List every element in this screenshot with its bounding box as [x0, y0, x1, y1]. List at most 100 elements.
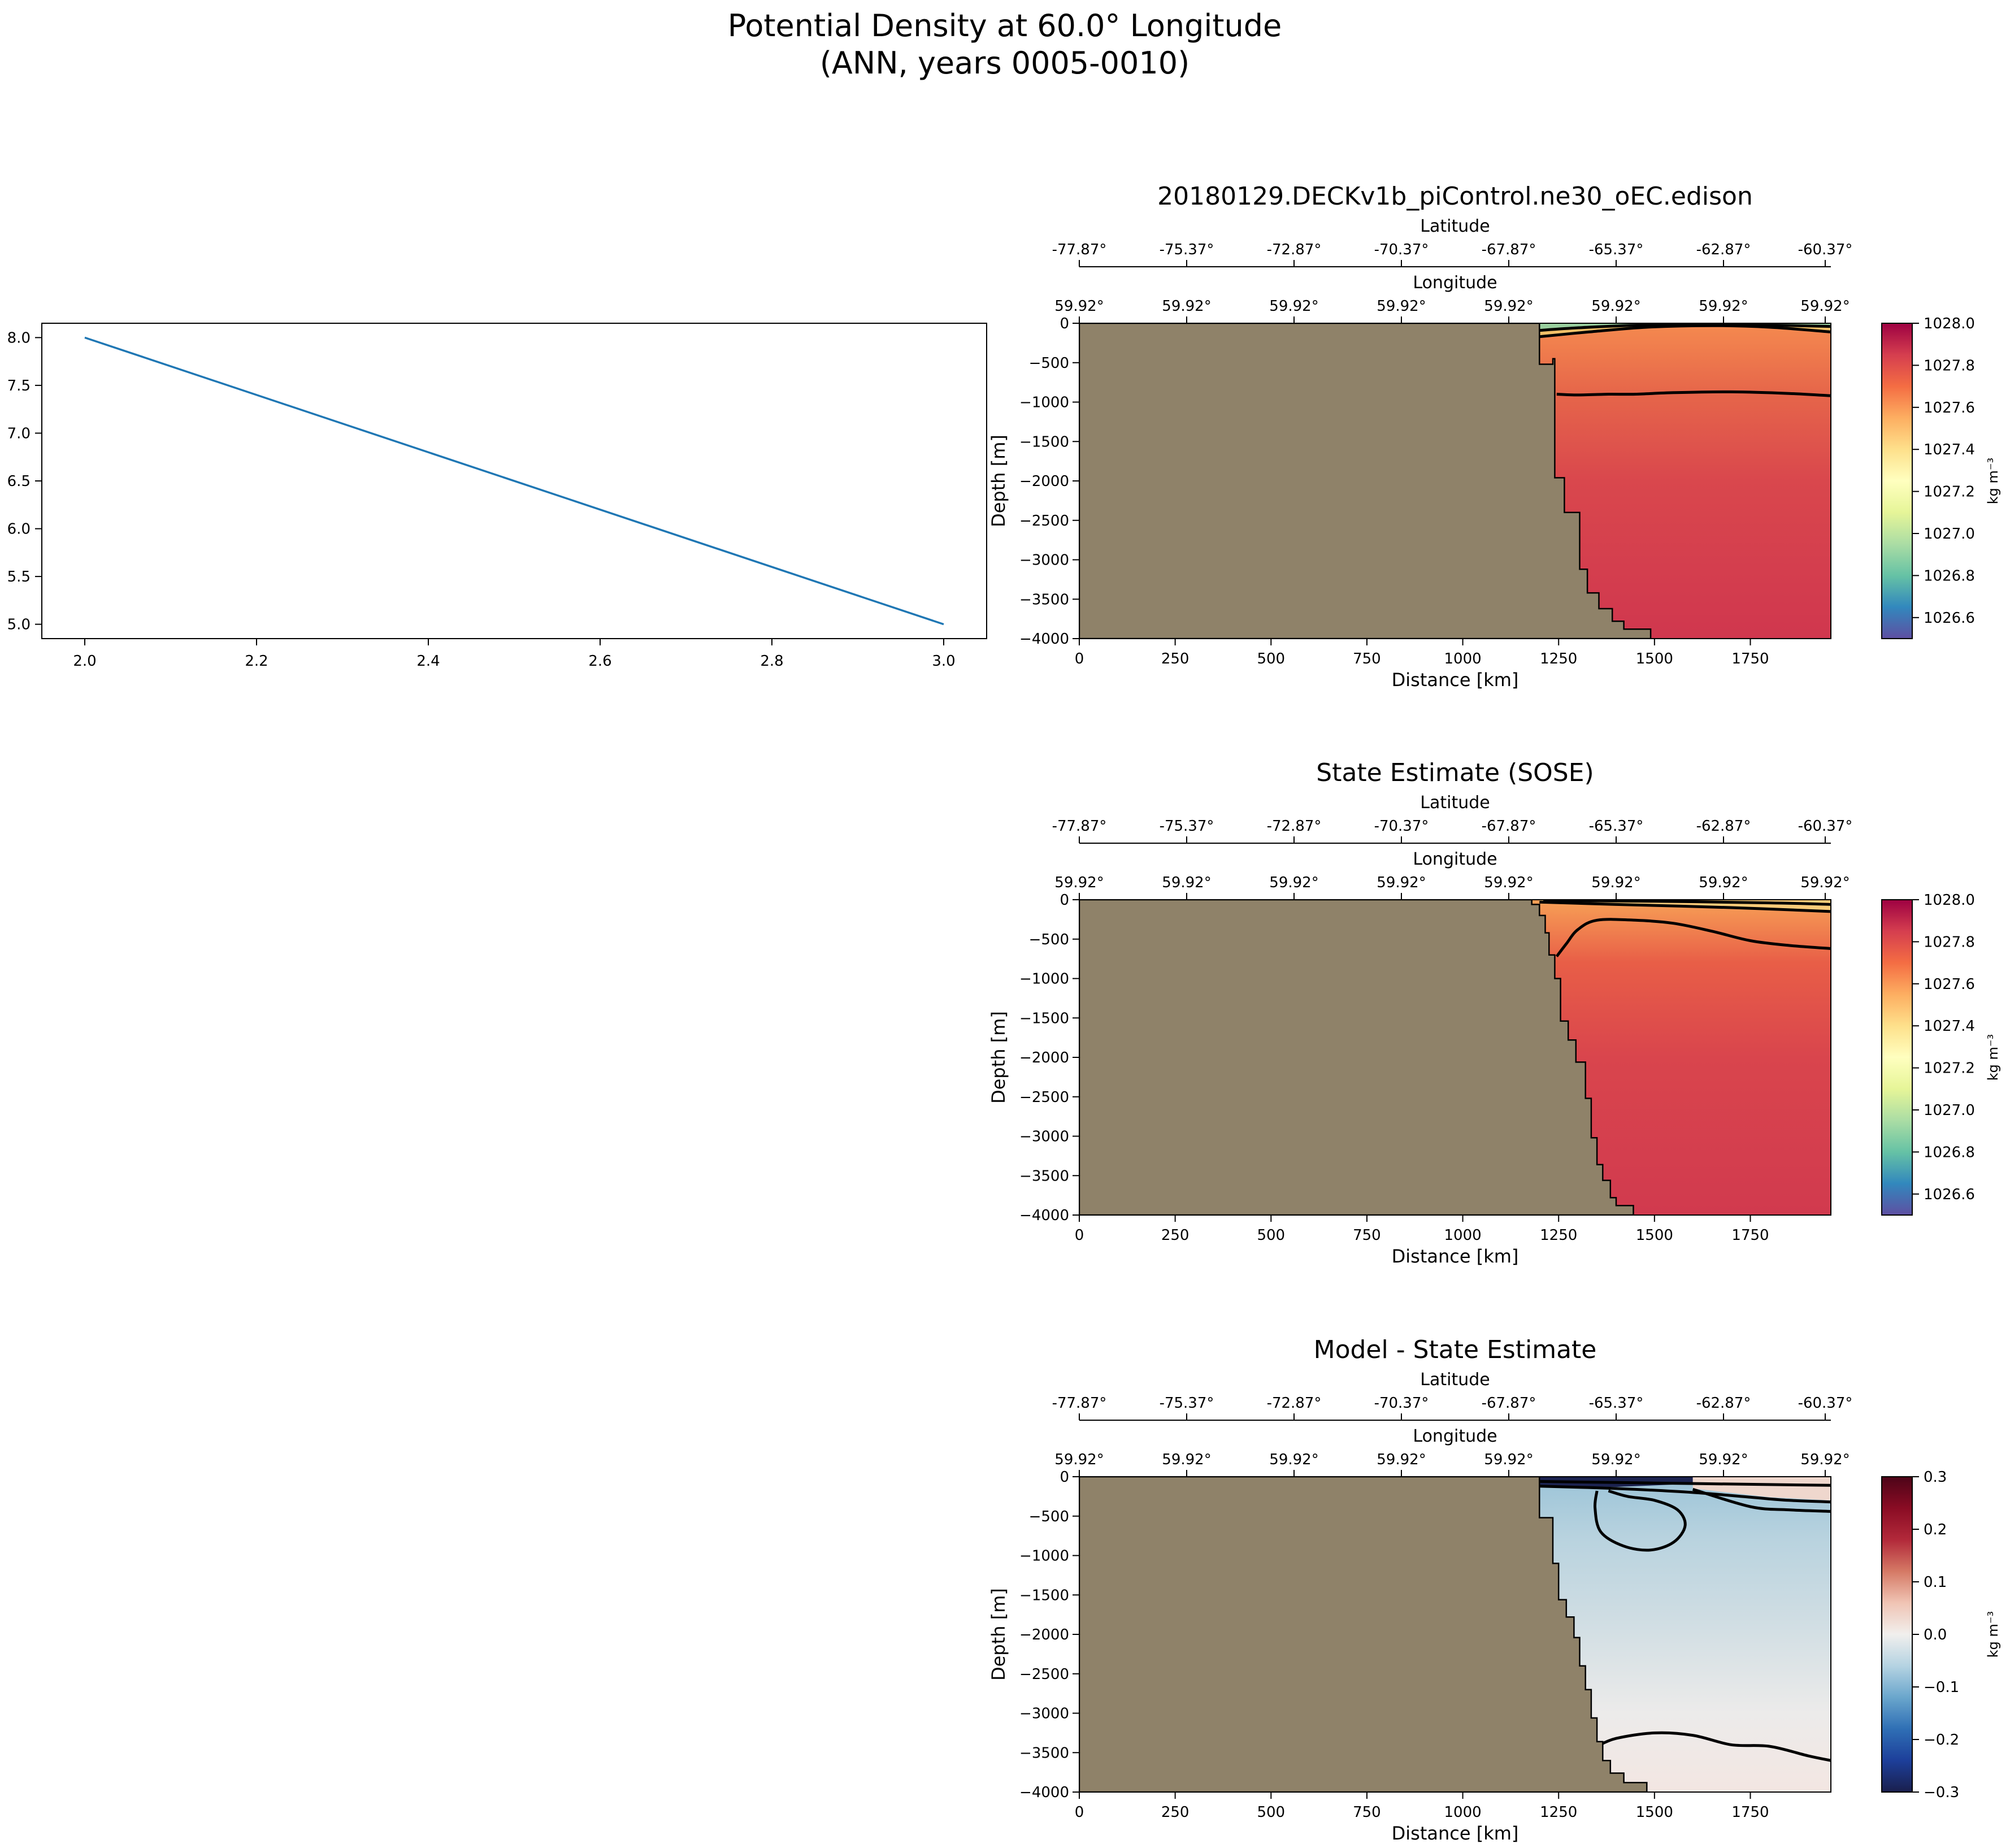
- panel-title: 20180129.DECKv1b_piControl.ne30_oEC.edis…: [1157, 182, 1753, 211]
- longitude-tick-label: 59.92°: [1269, 298, 1318, 315]
- longitude-tick-label: 59.92°: [1800, 1451, 1850, 1468]
- colorbar-tick-label: 1027.8: [1924, 357, 1975, 374]
- x-tick-label: 1750: [1731, 1227, 1769, 1244]
- x-axis-label: Distance [km]: [1392, 669, 1519, 691]
- x-tick-label: 2.0: [73, 653, 96, 670]
- bathymetry-land: [1079, 1477, 1648, 1792]
- y-tick-label: −1500: [1019, 1010, 1069, 1027]
- longitude-tick-label: 59.92°: [1800, 874, 1850, 891]
- latitude-axis-label: Latitude: [1420, 793, 1490, 813]
- colorbar-tick-label: 1027.0: [1924, 526, 1975, 543]
- x-tick-label: 1500: [1636, 1804, 1673, 1821]
- y-tick-label: −500: [1029, 355, 1069, 372]
- y-tick-label: −4000: [1019, 1784, 1069, 1801]
- latitude-tick-label: -60.37°: [1798, 1395, 1853, 1412]
- x-tick-label: 500: [1257, 650, 1285, 667]
- colorbar-tick-label: 0.3: [1924, 1469, 1947, 1486]
- line-x-ticks: 2.0 2.2 2.4 2.6 2.8 3.0: [73, 639, 956, 670]
- colorbar: [1881, 323, 1913, 639]
- y-tick-label: 7.5: [7, 378, 31, 394]
- latitude-tick-label: -72.87°: [1267, 241, 1322, 258]
- x-tick-label: 0: [1075, 650, 1084, 667]
- section-panel-3: Model - State Estimate Latitude -77.87° -75…: [988, 1335, 2001, 1844]
- x-tick-label: 1250: [1540, 1227, 1577, 1244]
- y-tick-label: −2500: [1019, 513, 1069, 530]
- colorbar-tick-label: 1027.2: [1924, 1060, 1975, 1077]
- section-panel-1: 20180129.DECKv1b_piControl.ne30_oEC.edis…: [988, 182, 2001, 691]
- density-contour: [1593, 1489, 1687, 1552]
- colorbar-tick-label: 1026.6: [1924, 610, 1975, 627]
- colorbar-tick-label: 1028.0: [1924, 892, 1975, 909]
- y-tick-label: −4000: [1019, 631, 1069, 648]
- y-tick-label: 0: [1060, 892, 1069, 909]
- figure-subtitle: (ANN, years 0005-0010): [820, 45, 1189, 81]
- latitude-tick-label: -72.87°: [1267, 818, 1322, 835]
- section-panels: 20180129.DECKv1b_piControl.ne30_oEC.edis…: [988, 182, 2001, 1844]
- x-tick-label: 750: [1353, 1804, 1381, 1821]
- colorbar-tick-label: −0.3: [1924, 1784, 1959, 1801]
- x-tick-label: 1000: [1444, 1227, 1481, 1244]
- density-contour: [1539, 900, 1831, 913]
- density-contour: [1539, 324, 1831, 339]
- colorbar: [1881, 899, 1913, 1216]
- longitude-tick-label: 59.92°: [1269, 1451, 1318, 1468]
- y-tick-label: 0: [1060, 315, 1069, 332]
- x-tick-label: 1750: [1731, 650, 1769, 667]
- density-contour: [1692, 1487, 1831, 1513]
- latitude-tick-label: -65.37°: [1589, 818, 1644, 835]
- y-tick-label: 0: [1060, 1469, 1069, 1486]
- latitude-tick-label: -62.87°: [1696, 1395, 1751, 1412]
- y-tick-label: −1000: [1019, 1548, 1069, 1565]
- latitude-tick-label: -60.37°: [1798, 818, 1853, 835]
- longitude-tick-label: 59.92°: [1162, 1451, 1211, 1468]
- x-tick-label: 0: [1075, 1227, 1084, 1244]
- x-tick-label: 2.8: [760, 653, 783, 670]
- colorbar-tick-label: −0.1: [1924, 1679, 1959, 1696]
- x-tick-label: 3.0: [932, 653, 955, 670]
- x-tick-label: 1250: [1540, 1804, 1577, 1821]
- y-tick-label: −3500: [1019, 591, 1069, 608]
- y-tick-label: 5.5: [7, 569, 31, 585]
- latitude-axis-label: Latitude: [1420, 1370, 1490, 1390]
- y-axis-label: Depth [m]: [988, 1011, 1009, 1104]
- latitude-tick-label: -65.37°: [1589, 241, 1644, 258]
- y-tick-label: −2500: [1019, 1089, 1069, 1106]
- longitude-tick-label: 59.92°: [1269, 874, 1318, 891]
- y-tick-label: −2000: [1019, 1049, 1069, 1066]
- x-tick-label: 1000: [1444, 1804, 1481, 1821]
- latitude-tick-label: -75.37°: [1160, 1395, 1214, 1412]
- longitude-tick-label: 59.92°: [1699, 298, 1748, 315]
- x-tick-label: 1750: [1731, 1804, 1769, 1821]
- colorbar-tick-label: 1027.6: [1924, 976, 1975, 993]
- density-contour: [1556, 390, 1831, 397]
- bathymetry-land: [1079, 323, 1652, 639]
- latitude-tick-label: -70.37°: [1374, 241, 1429, 258]
- latitude-tick-label: -77.87°: [1052, 818, 1107, 835]
- y-tick-label: −500: [1029, 931, 1069, 948]
- line-chart-panel: 2.0 2.2 2.4 2.6 2.8 3.0 5.0 5.5 6.0 6.5 7.0 7.5 8.0: [7, 323, 987, 670]
- x-tick-label: 2.2: [245, 653, 268, 670]
- longitude-tick-label: 59.92°: [1054, 1451, 1104, 1468]
- y-axis-label: Depth [m]: [988, 435, 1009, 527]
- y-tick-label: −3000: [1019, 1706, 1069, 1723]
- figure-title: Potential Density at 60.0° Longitude: [728, 8, 1282, 44]
- panel-title: State Estimate (SOSE): [1316, 758, 1594, 787]
- colorbar-tick-label: 0.2: [1924, 1521, 1947, 1538]
- x-tick-label: 250: [1161, 1227, 1189, 1244]
- colorbar-tick-label: 1027.6: [1924, 400, 1975, 417]
- latitude-tick-label: -67.87°: [1482, 1395, 1536, 1412]
- latitude-tick-label: -65.37°: [1589, 1395, 1644, 1412]
- density-contour: [1543, 900, 1831, 906]
- x-tick-label: 2.4: [416, 653, 440, 670]
- colorbar-tick-label: 0.0: [1924, 1626, 1947, 1643]
- latitude-tick-label: -70.37°: [1374, 1395, 1429, 1412]
- latitude-tick-label: -77.87°: [1052, 1395, 1107, 1412]
- colorbar-tick-label: 1027.2: [1924, 484, 1975, 501]
- density-contour: [1539, 323, 1831, 332]
- latitude-tick-label: -70.37°: [1374, 818, 1429, 835]
- x-tick-label: 1000: [1444, 650, 1481, 667]
- latitude-tick-label: -77.87°: [1052, 241, 1107, 258]
- longitude-tick-label: 59.92°: [1484, 1451, 1533, 1468]
- x-tick-label: 250: [1161, 650, 1189, 667]
- panel-title: Model - State Estimate: [1314, 1335, 1597, 1364]
